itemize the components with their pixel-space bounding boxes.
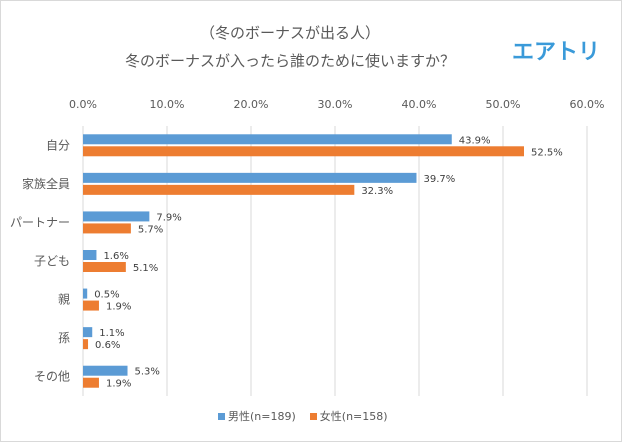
data-label: 39.7% — [423, 174, 455, 185]
data-label: 1.9% — [106, 379, 131, 390]
bar-male — [83, 250, 97, 260]
bar-female — [83, 300, 99, 311]
bar-female — [83, 223, 131, 234]
data-label: 1.6% — [103, 251, 128, 262]
category-label: 親 — [58, 293, 70, 307]
category-label: 自分 — [46, 138, 70, 152]
data-label: 5.1% — [133, 263, 158, 274]
bar-male — [83, 134, 452, 145]
category-label: 子ども — [34, 254, 70, 268]
data-label: 0.5% — [94, 290, 119, 301]
bar-female — [83, 146, 524, 157]
legend-label-female: 女性(n=158) — [319, 410, 388, 423]
legend-item-male: 男性(n=189) — [218, 408, 296, 424]
bar-male — [83, 327, 93, 338]
x-tick-label: 10.0% — [150, 98, 185, 111]
data-label: 7.9% — [156, 212, 181, 223]
data-label: 5.3% — [135, 367, 160, 378]
category-label: 孫 — [58, 331, 70, 345]
x-tick-label: 30.0% — [318, 98, 353, 111]
legend-item-female: 女性(n=158) — [309, 408, 388, 424]
bar-male — [83, 211, 150, 222]
bar-female — [83, 262, 126, 272]
bar-female — [83, 377, 99, 388]
bar-male — [83, 365, 128, 376]
bar-male — [83, 172, 417, 183]
x-tick-label: 60.0% — [570, 98, 605, 111]
data-label: 32.3% — [361, 186, 393, 197]
bar-female — [83, 184, 355, 195]
bar-female — [83, 339, 89, 350]
chart-title-line2: 冬のボーナスが入ったら誰のために使いますか？ — [124, 52, 455, 70]
brand-logo: エアトリ — [512, 40, 601, 65]
category-label: 家族全員 — [22, 176, 70, 191]
legend-swatch-male — [218, 412, 225, 420]
data-label: 5.7% — [138, 224, 163, 235]
category-label: パートナー — [10, 215, 70, 229]
data-label: 0.6% — [95, 340, 120, 351]
legend: 男性(n=189) 女性(n=158) — [218, 408, 388, 424]
x-tick-label: 20.0% — [234, 98, 269, 111]
bar-male — [83, 288, 88, 299]
legend-swatch-female — [309, 412, 317, 420]
x-tick-label: 40.0% — [402, 98, 437, 111]
x-tick-label: 0.0% — [69, 98, 97, 111]
data-label: 1.9% — [106, 302, 131, 313]
data-label: 1.1% — [99, 328, 124, 339]
data-label: 43.9% — [459, 135, 491, 146]
x-tick-label: 50.0% — [486, 98, 521, 111]
legend-label-male: 男性(n=189) — [228, 410, 296, 423]
category-label: その他 — [34, 370, 70, 384]
chart-title-line1: （冬のボーナスが出る人） — [199, 24, 380, 42]
data-label: 52.5% — [531, 147, 563, 158]
